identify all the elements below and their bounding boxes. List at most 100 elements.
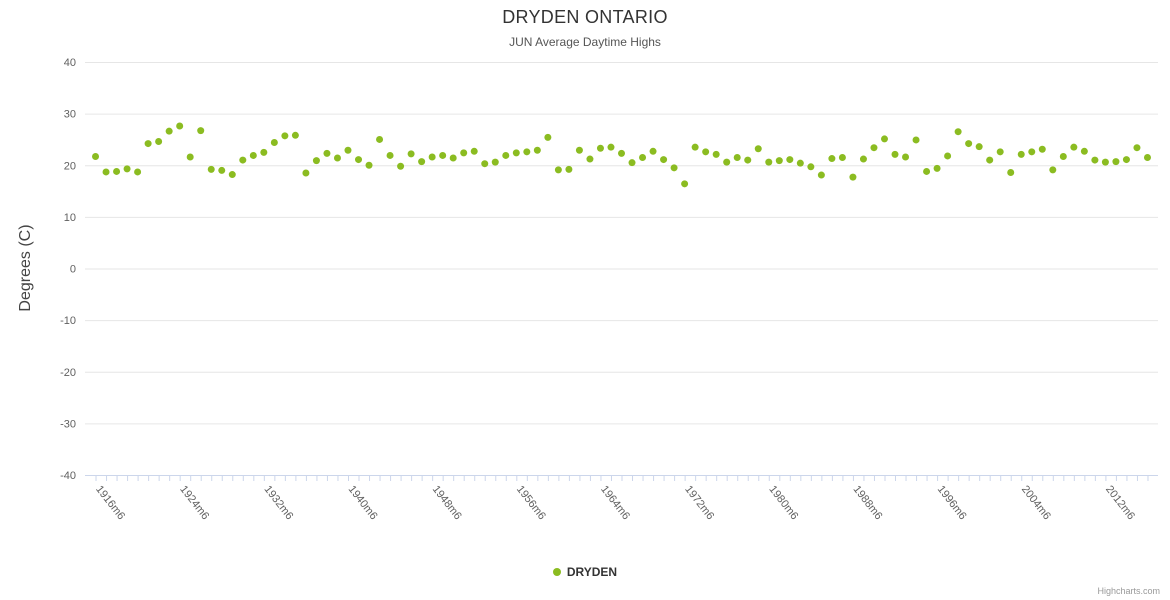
data-point[interactable] xyxy=(533,146,541,154)
data-point[interactable] xyxy=(733,154,741,162)
data-point[interactable] xyxy=(691,143,699,151)
data-point[interactable] xyxy=(302,169,310,177)
data-point[interactable] xyxy=(596,144,604,152)
data-point[interactable] xyxy=(355,156,363,164)
data-point[interactable] xyxy=(639,154,647,162)
data-point[interactable] xyxy=(344,146,352,154)
data-point[interactable] xyxy=(1028,148,1036,156)
data-point[interactable] xyxy=(965,140,973,148)
data-point[interactable] xyxy=(1133,144,1141,152)
data-point[interactable] xyxy=(123,165,131,173)
data-point[interactable] xyxy=(681,180,689,188)
data-point[interactable] xyxy=(1049,166,1057,174)
data-point[interactable] xyxy=(1007,168,1015,176)
data-point[interactable] xyxy=(1112,158,1120,166)
data-point[interactable] xyxy=(407,150,415,158)
data-point[interactable] xyxy=(502,151,510,159)
data-point[interactable] xyxy=(1101,158,1109,166)
data-point[interactable] xyxy=(912,136,920,144)
data-point[interactable] xyxy=(376,135,384,143)
data-point[interactable] xyxy=(1091,156,1099,164)
data-point[interactable] xyxy=(281,132,289,140)
data-point[interactable] xyxy=(702,148,710,156)
data-point[interactable] xyxy=(975,143,983,151)
data-point[interactable] xyxy=(618,149,625,157)
data-point[interactable] xyxy=(996,148,1004,156)
data-point[interactable] xyxy=(775,157,783,165)
data-point[interactable] xyxy=(449,154,457,162)
data-point[interactable] xyxy=(460,149,468,157)
data-point[interactable] xyxy=(365,161,373,169)
data-point[interactable] xyxy=(165,127,173,135)
credits-link[interactable]: Highcharts.com xyxy=(1097,586,1160,596)
data-point[interactable] xyxy=(439,151,447,159)
data-point[interactable] xyxy=(796,159,804,167)
data-point[interactable] xyxy=(218,166,226,174)
data-point[interactable] xyxy=(481,160,489,168)
data-point[interactable] xyxy=(565,165,573,173)
data-point[interactable] xyxy=(902,153,910,161)
data-point[interactable] xyxy=(470,147,478,155)
data-point[interactable] xyxy=(838,154,846,162)
data-point[interactable] xyxy=(207,165,215,173)
data-point[interactable] xyxy=(186,153,194,161)
data-point[interactable] xyxy=(291,131,299,139)
data-point[interactable] xyxy=(270,139,278,147)
data-point[interactable] xyxy=(102,168,110,176)
data-point[interactable] xyxy=(554,166,562,174)
data-point[interactable] xyxy=(397,162,405,170)
data-point[interactable] xyxy=(386,151,394,159)
data-point[interactable] xyxy=(333,154,341,162)
data-point[interactable] xyxy=(923,167,931,175)
data-point[interactable] xyxy=(1038,145,1046,153)
data-point[interactable] xyxy=(134,168,142,176)
data-point[interactable] xyxy=(176,122,184,130)
data-point[interactable] xyxy=(113,167,121,175)
data-point[interactable] xyxy=(660,156,668,164)
data-point[interactable] xyxy=(1122,156,1130,164)
data-point[interactable] xyxy=(260,148,268,156)
data-point[interactable] xyxy=(828,155,836,163)
data-point[interactable] xyxy=(155,138,163,146)
data-point[interactable] xyxy=(92,152,100,160)
data-point[interactable] xyxy=(1017,150,1025,158)
legend-item-dryden[interactable]: DRYDEN xyxy=(552,565,617,579)
data-point[interactable] xyxy=(859,155,867,163)
data-point[interactable] xyxy=(586,155,594,163)
data-point[interactable] xyxy=(1059,152,1067,160)
data-point[interactable] xyxy=(228,171,236,179)
data-point[interactable] xyxy=(933,164,941,172)
data-point[interactable] xyxy=(418,158,426,166)
data-point[interactable] xyxy=(754,145,762,153)
data-point[interactable] xyxy=(197,127,205,135)
data-point[interactable] xyxy=(723,158,731,166)
data-point[interactable] xyxy=(144,140,152,148)
data-point[interactable] xyxy=(523,148,531,156)
data-point[interactable] xyxy=(544,133,552,141)
data-point[interactable] xyxy=(954,128,962,136)
data-point[interactable] xyxy=(817,171,825,179)
data-point[interactable] xyxy=(807,163,815,171)
data-point[interactable] xyxy=(891,150,899,158)
data-point[interactable] xyxy=(249,151,257,159)
data-point[interactable] xyxy=(312,157,320,165)
data-point[interactable] xyxy=(239,156,247,164)
data-point[interactable] xyxy=(849,173,857,181)
data-point[interactable] xyxy=(512,149,520,157)
data-point[interactable] xyxy=(428,153,436,161)
data-point[interactable] xyxy=(1080,147,1088,155)
data-point[interactable] xyxy=(649,147,657,155)
data-point[interactable] xyxy=(744,156,752,164)
data-point[interactable] xyxy=(880,135,888,143)
data-point[interactable] xyxy=(786,156,794,164)
data-point[interactable] xyxy=(1143,154,1151,162)
data-point[interactable] xyxy=(575,146,583,154)
data-point[interactable] xyxy=(712,150,720,158)
data-point[interactable] xyxy=(628,159,636,167)
data-point[interactable] xyxy=(670,164,678,172)
data-point[interactable] xyxy=(870,144,878,152)
data-point[interactable] xyxy=(986,156,994,164)
data-point[interactable] xyxy=(944,152,952,160)
data-point[interactable] xyxy=(1070,143,1078,151)
data-point[interactable] xyxy=(607,143,615,151)
